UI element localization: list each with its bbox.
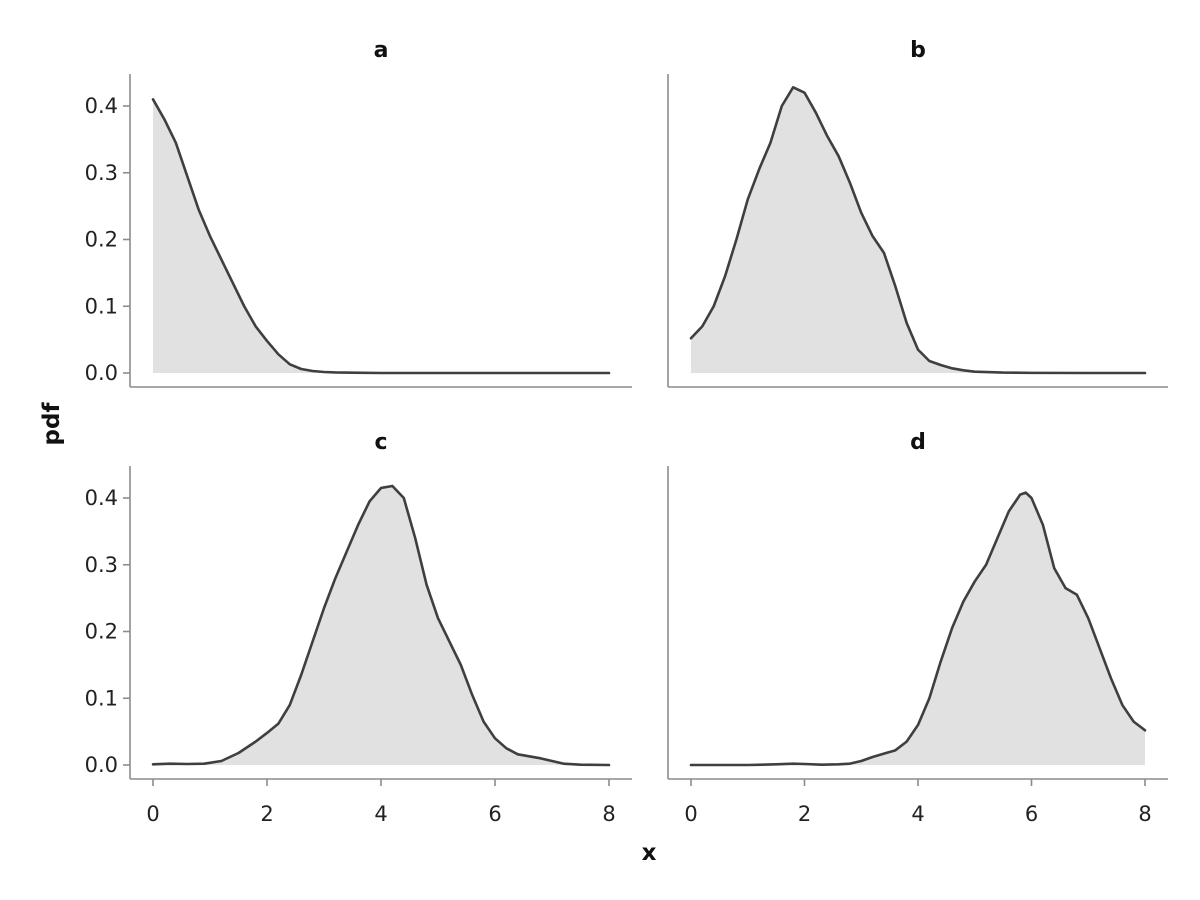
x-tick-label: 2 <box>260 802 273 826</box>
y-tick-label: 0.1 <box>85 686 118 710</box>
density-area-d <box>691 492 1145 765</box>
y-tick-label: 0.1 <box>85 294 118 318</box>
y-axis-title: pdf <box>39 402 65 446</box>
x-tick-label: 6 <box>488 802 501 826</box>
x-tick-label: 0 <box>684 802 697 826</box>
panel-d: 0 2 4 6 8 d <box>667 430 1168 826</box>
y-tick-label: 0.4 <box>85 94 118 118</box>
y-tick-label: 0.3 <box>85 553 118 577</box>
x-tick-label: 6 <box>1025 802 1038 826</box>
panel-title-a: a <box>374 38 389 63</box>
density-line-c <box>151 484 611 767</box>
density-line-d <box>689 491 1147 767</box>
x-tick-label: 8 <box>1138 802 1151 826</box>
panel-b: b <box>667 38 1168 388</box>
panel-title-d: d <box>910 430 926 455</box>
x-tick-label: 4 <box>374 802 387 826</box>
y-tick-label: 0.0 <box>85 361 118 385</box>
density-area-c <box>153 485 609 765</box>
x-tick-label: 4 <box>911 802 924 826</box>
x-tick-label: 0 <box>146 802 159 826</box>
x-tick-label: 2 <box>798 802 811 826</box>
density-line-a <box>151 98 611 375</box>
y-tick-label: 0.4 <box>85 486 118 510</box>
y-tick-label: 0.3 <box>85 161 118 185</box>
plot-layer: 0.0 0.1 0.2 0.3 0.4 a b 0.0 0.1 0.2 0.3 0.4 0 2 4 6 8 c 0 2… <box>85 38 1168 826</box>
panel-title-b: b <box>910 38 926 63</box>
density-area-a <box>153 99 609 373</box>
density-line-b <box>689 86 1147 375</box>
density-area-b <box>691 87 1145 373</box>
y-tick-label: 0.2 <box>85 620 118 644</box>
x-axis-title: x <box>642 840 657 866</box>
panel-title-c: c <box>374 430 387 455</box>
x-tick-label: 8 <box>602 802 615 826</box>
panel-c: 0.0 0.1 0.2 0.3 0.4 0 2 4 6 8 c <box>85 430 632 826</box>
panel-a: 0.0 0.1 0.2 0.3 0.4 a <box>85 38 632 388</box>
y-tick-label: 0.2 <box>85 228 118 252</box>
y-tick-label: 0.0 <box>85 753 118 777</box>
